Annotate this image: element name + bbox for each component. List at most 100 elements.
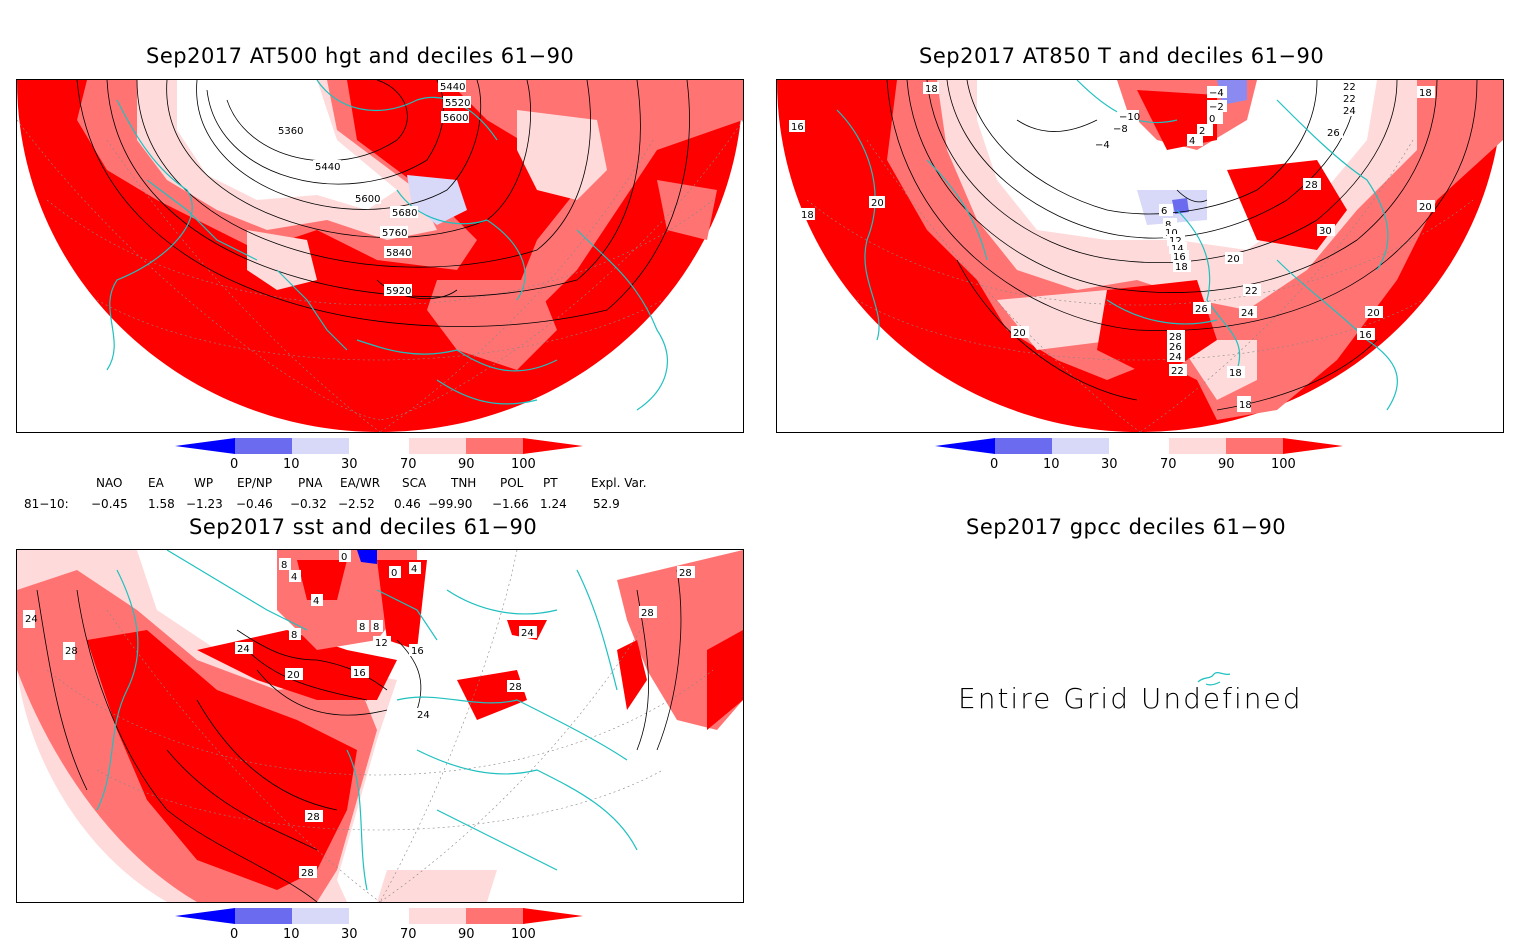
p2-lbl-30: 28	[1169, 332, 1182, 343]
p2-lbl-7: −10	[1119, 112, 1140, 123]
p1-lbl-5: 5600	[355, 194, 380, 205]
p3-lbl-13: 24	[237, 644, 250, 655]
panel3-contour-labels: 0 8 4 4 0 4 8 8 8 12 16 16 20 24 24 24 2…	[23, 550, 695, 879]
p2-lbl-33: 22	[1171, 366, 1184, 377]
cb1-label-4: 90	[458, 457, 475, 472]
p3-lbl-7: 8	[359, 622, 365, 633]
panel3-region-100e	[707, 630, 743, 730]
cb3-label-1: 10	[283, 927, 300, 940]
panel4-island-mark	[1197, 671, 1231, 686]
p2-lbl-32: 24	[1169, 352, 1182, 363]
val-pt: 1.24	[540, 497, 567, 511]
p3-lbl-15: 24	[25, 614, 38, 625]
p2-lbl-29: 26	[1195, 304, 1208, 315]
p2-lbl-12: 22	[1343, 82, 1356, 93]
p2-lbl-1: 16	[791, 122, 804, 133]
panel2-region-70c	[1177, 340, 1257, 400]
val-pna: −0.32	[290, 497, 327, 511]
val-epnp: −0.46	[236, 497, 273, 511]
panel3-region-10	[357, 550, 377, 564]
cb2-label-5: 100	[1271, 457, 1296, 472]
p2-lbl-23: 14	[1171, 244, 1184, 255]
cb1-label-1: 10	[283, 457, 300, 472]
p1-lbl-2: 5600	[443, 113, 468, 124]
cb2-label-3: 70	[1160, 457, 1177, 472]
cb2-label-1: 10	[1043, 457, 1060, 472]
p3-lbl-20: 28	[641, 608, 654, 619]
val-eawr: −2.52	[338, 497, 375, 511]
panel2-region-100c	[1097, 280, 1217, 380]
panel1-graticule	[17, 119, 743, 432]
panel3-map-svg: 0 8 4 4 0 4 8 8 8 12 16 16 20 24 24 24 2…	[17, 550, 743, 902]
hdr-wp: WP	[194, 476, 214, 490]
p2-lbl-10: 2	[1199, 126, 1205, 137]
p3-lbl-14: 24	[417, 710, 430, 721]
p1-lbl-1: 5520	[445, 98, 470, 109]
panel1-region-70b	[517, 110, 607, 200]
val-wp: −1.23	[186, 497, 223, 511]
hdr-sca: SCA	[402, 476, 427, 490]
panel4-title: Sep2017 gpcc deciles 61−90	[966, 515, 1287, 539]
p3-lbl-2: 4	[291, 572, 297, 583]
p2-lbl-26: 20	[1227, 254, 1240, 265]
p3-lbl-21: 28	[679, 568, 692, 579]
panel1-map-svg: 5440 5520 5600 5360 5440 5600 5680 5760 …	[17, 80, 743, 432]
panel3-region-70b	[137, 550, 277, 630]
p3-lbl-19: 28	[509, 682, 522, 693]
val-ea: 1.58	[148, 497, 175, 511]
p1-lbl-3: 5360	[278, 126, 303, 137]
p1-lbl-7: 5760	[382, 228, 407, 239]
p2-lbl-35: 18	[1229, 368, 1242, 379]
panel2-colorbar: 0 10 30 70 90 100	[935, 438, 1343, 472]
p2-lbl-36: 18	[1239, 400, 1252, 411]
p2-lbl-18: 30	[1319, 226, 1332, 237]
cb3-label-0: 0	[230, 927, 238, 940]
p3-lbl-17: 28	[307, 812, 320, 823]
panel1-region-90d	[657, 180, 717, 240]
val-sca: 0.46	[394, 497, 421, 511]
panel3-graticule	[46, 550, 714, 902]
hdr-pna: PNA	[298, 476, 323, 490]
panel4-undefined-message: Entire Grid Undefined	[958, 682, 1303, 715]
panel3-region-100c	[297, 560, 347, 600]
p3-lbl-11: 16	[353, 668, 366, 679]
p1-lbl-4: 5440	[315, 162, 340, 173]
panel1-region-90c	[427, 280, 557, 370]
panel2-map-svg: 18 16 18 20 −4 −2 0 −10 −8 −4 2 4 22 22 …	[777, 80, 1503, 432]
panel3-region-70c	[377, 870, 497, 902]
p2-lbl-6: 0	[1209, 114, 1215, 125]
p2-lbl-28: 24	[1241, 308, 1254, 319]
p3-lbl-6: 8	[291, 630, 297, 641]
panel3-coastlines	[96, 550, 638, 891]
panel2-graticule	[806, 139, 1474, 432]
p3-lbl-22: 24	[521, 628, 534, 639]
panel1-colorbar: 0 10 30 70 90 100	[175, 438, 583, 472]
val-explvar: 52.9	[593, 497, 620, 511]
cb3-label-5: 100	[511, 927, 536, 940]
p2-lbl-16: 18	[1419, 88, 1432, 99]
cb1-label-3: 70	[400, 457, 417, 472]
p2-lbl-17: 28	[1305, 180, 1318, 191]
hdr-nao: NAO	[96, 476, 123, 490]
cb2-label-0: 0	[990, 457, 998, 472]
hdr-tnh: TNH	[451, 476, 477, 490]
panel3-region-100d	[377, 560, 427, 650]
p3-lbl-1: 8	[281, 560, 287, 571]
p2-lbl-3: 20	[871, 198, 884, 209]
p2-lbl-20: 8	[1165, 220, 1171, 231]
cb2-label-2: 30	[1101, 457, 1118, 472]
panel1-contour-labels: 5440 5520 5600 5360 5440 5600 5680 5760 …	[276, 80, 471, 297]
p2-lbl-2: 18	[801, 210, 814, 221]
p1-lbl-6: 5680	[392, 208, 417, 219]
panel3-colorbar: 0 10 30 70 90 100	[175, 908, 583, 940]
panel3-region-100f	[617, 640, 647, 710]
hdr-pt: PT	[543, 476, 558, 490]
cb1-label-2: 30	[341, 457, 358, 472]
panel1-coastlines	[106, 80, 668, 411]
panel3-contours	[36, 569, 682, 902]
p2-lbl-0: 18	[925, 84, 938, 95]
cb1-label-5: 100	[511, 457, 536, 472]
panel2-title: Sep2017 AT850 T and deciles 61−90	[919, 44, 1325, 68]
panel1-title: Sep2017 AT500 hgt and deciles 61−90	[146, 44, 575, 68]
p2-lbl-13: 22	[1343, 94, 1356, 105]
